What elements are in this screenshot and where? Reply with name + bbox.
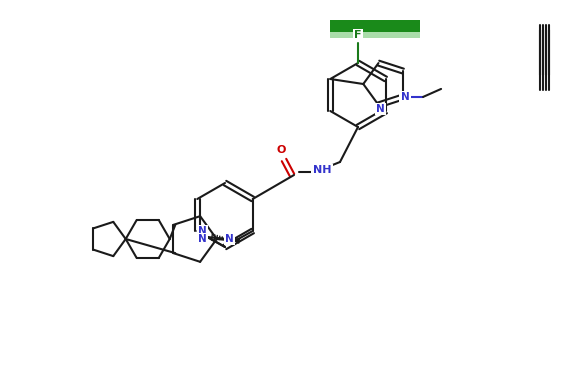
Text: N: N: [376, 104, 385, 114]
Bar: [330, 20, 420, 32]
Text: NH: NH: [313, 165, 331, 175]
Text: N: N: [198, 234, 206, 244]
Text: N: N: [198, 226, 207, 236]
Text: N: N: [401, 92, 409, 102]
Text: O: O: [276, 145, 286, 155]
Text: F: F: [354, 30, 362, 40]
Polygon shape: [230, 238, 241, 244]
Bar: [330, 32, 420, 38]
Text: N: N: [225, 234, 234, 244]
